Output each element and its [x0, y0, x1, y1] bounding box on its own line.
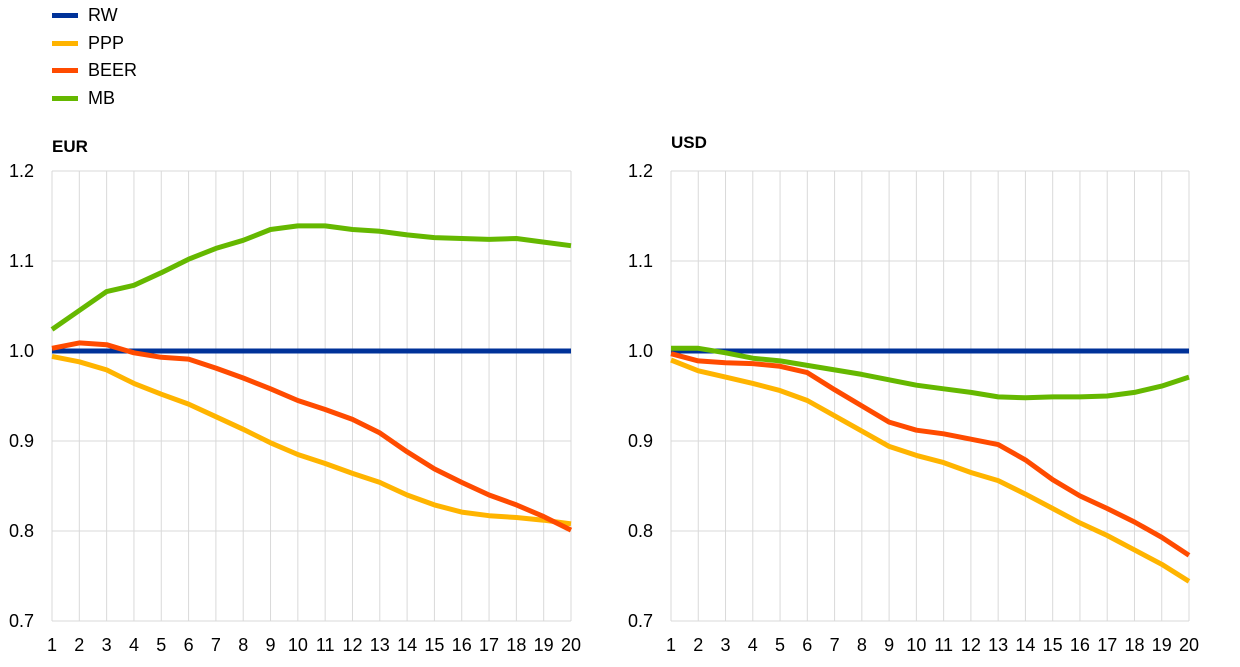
y-tick-label: 1.0 — [628, 341, 653, 361]
x-tick-label: 12 — [342, 635, 362, 655]
x-tick-label: 11 — [934, 635, 953, 655]
x-tick-label: 2 — [693, 635, 703, 655]
x-tick-label: 11 — [316, 635, 335, 655]
x-tick-label: 16 — [452, 635, 472, 655]
y-tick-label: 1.1 — [9, 251, 34, 271]
x-tick-label: 18 — [1124, 635, 1144, 655]
x-tick-label: 13 — [370, 635, 390, 655]
y-tick-label: 0.9 — [628, 431, 653, 451]
legend: RW PPP BEER MB — [52, 2, 137, 112]
x-tick-label: 4 — [129, 635, 139, 655]
y-tick-label: 1.2 — [9, 161, 34, 181]
x-tick-label: 15 — [1043, 635, 1063, 655]
x-tick-label: 1 — [47, 635, 57, 655]
x-tick-label: 12 — [961, 635, 981, 655]
x-tick-label: 20 — [561, 635, 581, 655]
x-tick-label: 1 — [666, 635, 676, 655]
x-tick-label: 5 — [156, 635, 166, 655]
x-tick-label: 14 — [1015, 635, 1035, 655]
x-tick-label: 14 — [397, 635, 417, 655]
x-tick-label: 19 — [534, 635, 554, 655]
legend-swatch — [52, 13, 78, 19]
x-tick-label: 17 — [479, 635, 499, 655]
legend-swatch — [52, 40, 78, 46]
x-tick-label: 3 — [721, 635, 731, 655]
x-tick-label: 3 — [102, 635, 112, 655]
legend-item-beer: BEER — [52, 57, 137, 85]
x-tick-label: 18 — [506, 635, 526, 655]
x-tick-label: 9 — [266, 635, 276, 655]
x-tick-label: 2 — [74, 635, 84, 655]
y-tick-label: 0.9 — [9, 431, 34, 451]
x-tick-label: 16 — [1070, 635, 1090, 655]
x-tick-label: 20 — [1179, 635, 1199, 655]
legend-item-rw: RW — [52, 2, 137, 30]
x-tick-label: 8 — [238, 635, 248, 655]
x-tick-label: 10 — [288, 635, 308, 655]
series-line-mb — [671, 345, 1190, 401]
y-tick-label: 1.1 — [628, 251, 653, 271]
x-tick-label: 6 — [184, 635, 194, 655]
legend-swatch — [52, 95, 78, 101]
x-tick-label: 17 — [1097, 635, 1117, 655]
x-tick-label: 9 — [884, 635, 894, 655]
x-tick-label: 13 — [988, 635, 1008, 655]
y-tick-label: 0.7 — [9, 611, 34, 631]
x-tick-label: 15 — [424, 635, 444, 655]
legend-label: PPP — [88, 32, 125, 53]
series-line-beer — [670, 351, 1191, 558]
x-tick-label: 19 — [1152, 635, 1172, 655]
legend-label: BEER — [88, 60, 138, 81]
legend-label: RW — [88, 5, 118, 26]
x-tick-label: 4 — [748, 635, 758, 655]
chart-title: USD — [671, 133, 707, 152]
chart-title: EUR — [52, 137, 88, 156]
x-tick-label: 5 — [775, 635, 785, 655]
y-tick-label: 1.0 — [9, 341, 34, 361]
series-line-ppp — [51, 353, 572, 527]
x-tick-label: 7 — [830, 635, 840, 655]
legend-label: MB — [88, 87, 115, 108]
x-tick-label: 8 — [857, 635, 867, 655]
x-tick-label: 7 — [211, 635, 221, 655]
series-line-ppp — [670, 357, 1191, 584]
legend-swatch — [52, 68, 78, 74]
y-tick-label: 0.8 — [9, 521, 34, 541]
series-line-beer — [51, 340, 573, 533]
x-tick-label: 6 — [802, 635, 812, 655]
x-tick-label: 10 — [906, 635, 926, 655]
series-line-mb — [50, 223, 572, 332]
y-tick-label: 0.8 — [628, 521, 653, 541]
legend-item-ppp: PPP — [52, 30, 137, 58]
y-tick-label: 1.2 — [628, 161, 653, 181]
legend-item-mb: MB — [52, 85, 137, 113]
y-tick-label: 0.7 — [628, 611, 653, 631]
